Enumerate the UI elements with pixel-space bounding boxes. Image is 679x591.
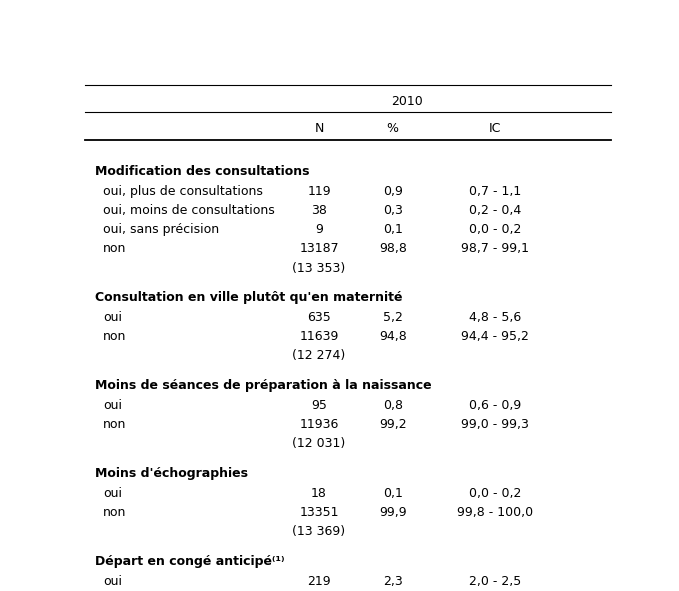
Text: 98,7 - 99,1: 98,7 - 99,1 — [461, 242, 530, 255]
Text: non: non — [103, 242, 127, 255]
Text: 0,0 - 0,2: 0,0 - 0,2 — [469, 487, 521, 500]
Text: non: non — [103, 330, 127, 343]
Text: Moins d'échographies: Moins d'échographies — [95, 467, 249, 480]
Text: (13 353): (13 353) — [293, 262, 346, 275]
Text: 99,9: 99,9 — [379, 506, 407, 519]
Text: Départ en congé anticipé⁽¹⁾: Départ en congé anticipé⁽¹⁾ — [95, 555, 285, 568]
Text: 11936: 11936 — [299, 418, 339, 431]
Text: 5,2: 5,2 — [383, 311, 403, 324]
Text: 219: 219 — [307, 575, 331, 588]
Text: 11639: 11639 — [299, 330, 339, 343]
Text: 0,6 - 0,9: 0,6 - 0,9 — [469, 399, 521, 412]
Text: (12 274): (12 274) — [293, 349, 346, 362]
Text: Moins de séances de préparation à la naissance: Moins de séances de préparation à la nai… — [95, 379, 432, 392]
Text: N: N — [314, 122, 324, 135]
Text: non: non — [103, 418, 127, 431]
Text: 18: 18 — [311, 487, 327, 500]
Text: 9: 9 — [315, 223, 323, 236]
Text: oui, moins de consultations: oui, moins de consultations — [103, 204, 275, 217]
Text: oui: oui — [103, 487, 122, 500]
Text: 95: 95 — [311, 399, 327, 412]
Text: 0,2 - 0,4: 0,2 - 0,4 — [469, 204, 521, 217]
Text: oui, sans précision: oui, sans précision — [103, 223, 219, 236]
Text: 99,2: 99,2 — [379, 418, 407, 431]
Text: 119: 119 — [307, 185, 331, 198]
Text: Modification des consultations: Modification des consultations — [95, 165, 310, 178]
Text: non: non — [103, 506, 127, 519]
Text: 2,0 - 2,5: 2,0 - 2,5 — [469, 575, 521, 588]
Text: 0,8: 0,8 — [383, 399, 403, 412]
Text: 0,1: 0,1 — [383, 487, 403, 500]
Text: IC: IC — [489, 122, 502, 135]
Text: 99,8 - 100,0: 99,8 - 100,0 — [457, 506, 534, 519]
Text: oui, plus de consultations: oui, plus de consultations — [103, 185, 263, 198]
Text: oui: oui — [103, 575, 122, 588]
Text: 2,3: 2,3 — [383, 575, 403, 588]
Text: 0,3: 0,3 — [383, 204, 403, 217]
Text: 38: 38 — [311, 204, 327, 217]
Text: 635: 635 — [307, 311, 331, 324]
Text: 0,9: 0,9 — [383, 185, 403, 198]
Text: (13 369): (13 369) — [293, 525, 346, 538]
Text: 0,0 - 0,2: 0,0 - 0,2 — [469, 223, 521, 236]
Text: oui: oui — [103, 399, 122, 412]
Text: 0,7 - 1,1: 0,7 - 1,1 — [469, 185, 521, 198]
Text: 99,0 - 99,3: 99,0 - 99,3 — [462, 418, 529, 431]
Text: 13351: 13351 — [299, 506, 339, 519]
Text: 98,8: 98,8 — [379, 242, 407, 255]
Text: 4,8 - 5,6: 4,8 - 5,6 — [469, 311, 521, 324]
Text: 94,4 - 95,2: 94,4 - 95,2 — [462, 330, 529, 343]
Text: (12 031): (12 031) — [293, 437, 346, 450]
Text: Consultation en ville plutôt qu'en maternité: Consultation en ville plutôt qu'en mater… — [95, 291, 403, 304]
Text: 13187: 13187 — [299, 242, 339, 255]
Text: 94,8: 94,8 — [379, 330, 407, 343]
Text: oui: oui — [103, 311, 122, 324]
Text: %: % — [387, 122, 399, 135]
Text: 2010: 2010 — [391, 95, 423, 108]
Text: 0,1: 0,1 — [383, 223, 403, 236]
